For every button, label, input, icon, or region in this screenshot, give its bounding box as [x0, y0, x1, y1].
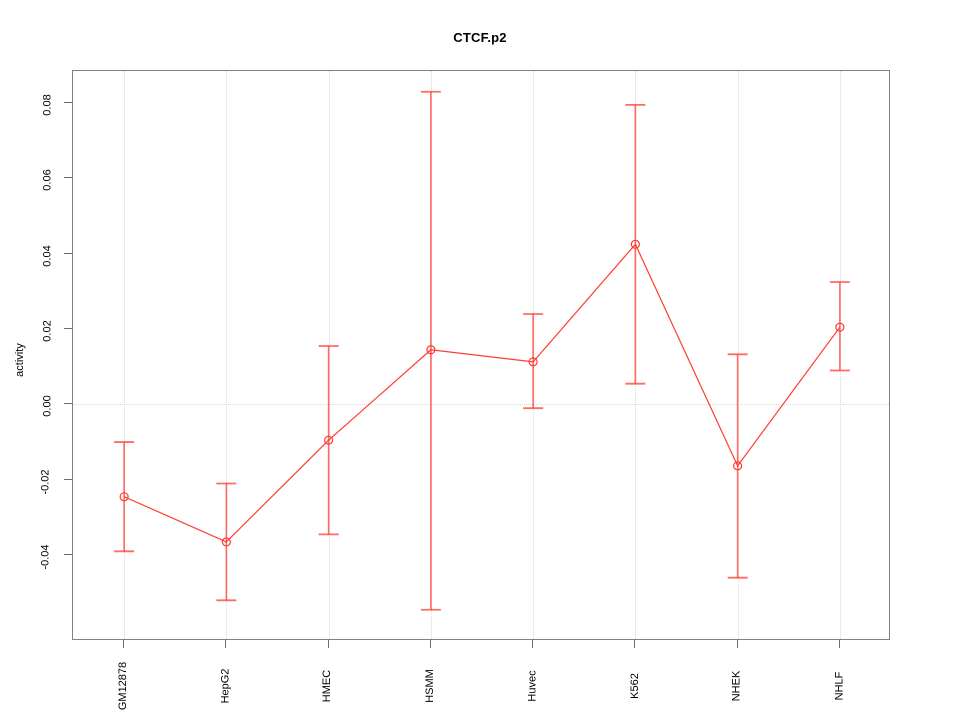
plot-area: [72, 70, 890, 640]
x-tick-label-text: HSMM: [423, 669, 436, 703]
data-point-marker: [733, 461, 743, 471]
x-tick-mark: [838, 640, 840, 648]
data-point-marker: [221, 537, 231, 547]
data-point-marker: [528, 357, 538, 367]
y-tick-label-text: -0.02: [39, 469, 52, 495]
data-layer: [114, 90, 850, 611]
x-tick-mark: [327, 640, 329, 648]
y-tick-mark: [64, 177, 72, 179]
x-tick-label: GM12878: [115, 652, 131, 722]
y-tick-label: 0.04: [0, 245, 58, 266]
y-axis-label-text: activity: [14, 343, 26, 377]
error-bar: [829, 281, 850, 372]
x-tick-mark: [225, 640, 227, 648]
x-tick-label-text: GM12878: [117, 661, 130, 711]
y-tick-label: 0.08: [0, 94, 58, 115]
x-tick-label: HSMM: [422, 652, 438, 722]
y-tick-mark: [64, 554, 72, 556]
y-tick-mark: [64, 102, 72, 104]
y-tick-label-text: 0.04: [41, 244, 54, 267]
data-point-marker: [119, 492, 129, 502]
y-tick-label-text: 0.08: [41, 94, 54, 116]
grid-line-vertical: [226, 71, 228, 639]
y-tick-label-text: 0.06: [41, 169, 54, 192]
data-point-marker: [835, 322, 845, 332]
y-tick-label-text: 0.02: [41, 320, 54, 342]
y-tick-label: -0.04: [0, 545, 58, 570]
x-tick-mark: [123, 640, 125, 648]
x-tick-mark: [736, 640, 738, 648]
data-point-marker: [324, 435, 334, 445]
y-tick-mark: [64, 328, 72, 330]
y-tick-label: 0.00: [0, 396, 58, 417]
x-tick-mark: [532, 640, 534, 648]
x-tick-label: NHLF: [831, 652, 847, 722]
data-point-marker: [426, 345, 436, 355]
data-point-marker: [630, 239, 640, 249]
x-tick-mark: [429, 640, 431, 648]
grid-line-zero: [73, 404, 889, 406]
grid-line-vertical: [124, 71, 126, 639]
x-tick-label-text: NHLF: [832, 671, 845, 701]
x-tick-mark: [634, 640, 636, 648]
x-tick-label: Huvec: [524, 652, 540, 722]
error-bar: [420, 90, 441, 611]
series-line: [123, 243, 841, 543]
y-tick-label-text: 0.00: [41, 395, 54, 418]
x-tick-label: K562: [626, 652, 642, 722]
x-tick-label: HMEC: [320, 652, 336, 722]
y-tick-mark: [64, 478, 72, 480]
y-tick-label: 0.06: [0, 170, 58, 191]
y-tick-label: -0.02: [0, 469, 58, 494]
x-tick-label-text: K562: [628, 673, 641, 699]
x-tick-label-text: HepG2: [219, 668, 232, 704]
x-tick-label: NHEK: [729, 652, 745, 722]
y-tick-mark: [64, 403, 72, 405]
x-tick-label: HepG2: [217, 652, 233, 722]
y-tick-mark: [64, 252, 72, 254]
y-tick-label-text: -0.04: [39, 544, 52, 570]
chart-title: CTCF.p2: [453, 30, 507, 45]
y-tick-label: 0.02: [0, 320, 58, 341]
x-tick-label-text: NHEK: [730, 670, 743, 702]
x-tick-label-text: HMEC: [321, 669, 334, 703]
x-tick-label-text: Huvec: [526, 670, 539, 702]
